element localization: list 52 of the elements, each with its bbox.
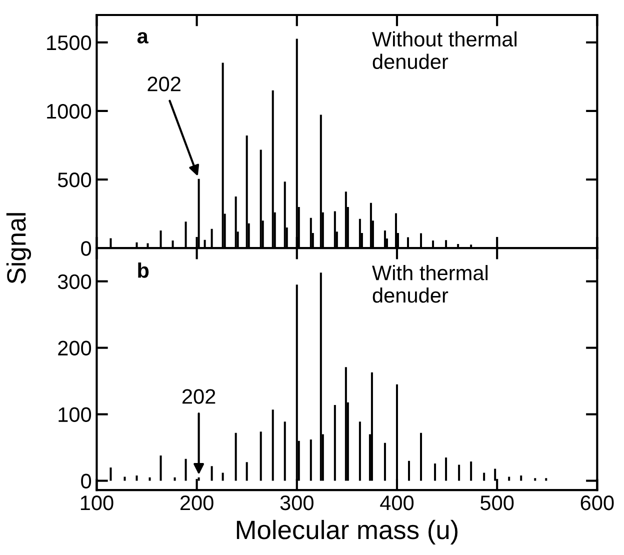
bar bbox=[260, 432, 262, 481]
bar bbox=[184, 458, 187, 481]
x-tick-label: 200 bbox=[180, 495, 214, 510]
bar bbox=[358, 422, 361, 481]
x-tick-label: 500 bbox=[480, 495, 514, 510]
y-tick-label: 1000 bbox=[47, 104, 92, 119]
bar bbox=[508, 476, 510, 481]
x-axis-title: Molecular mass (u) bbox=[236, 520, 458, 544]
annotation: 202 bbox=[148, 76, 180, 92]
bar bbox=[284, 422, 286, 481]
bar bbox=[370, 372, 373, 481]
bar bbox=[458, 464, 460, 481]
y-tick-label: 500 bbox=[58, 172, 92, 188]
annotation: 202 bbox=[182, 389, 216, 404]
bar bbox=[320, 272, 322, 481]
bar bbox=[210, 466, 213, 481]
y-tick-label: 300 bbox=[58, 274, 92, 290]
bar bbox=[483, 472, 486, 481]
annotation: b bbox=[138, 262, 149, 278]
annotation: With thermal denuder bbox=[372, 265, 488, 303]
bar bbox=[148, 477, 151, 481]
bar bbox=[272, 410, 274, 481]
y-tick-label: 0 bbox=[81, 474, 92, 489]
bar bbox=[408, 460, 410, 481]
bar bbox=[334, 404, 336, 481]
bar bbox=[344, 367, 347, 481]
bar bbox=[310, 440, 312, 481]
bar bbox=[160, 455, 162, 481]
y-tick-label: 1500 bbox=[47, 35, 92, 50]
y-tick-label: 100 bbox=[58, 407, 92, 422]
y-axis-title: Signal bbox=[6, 213, 32, 284]
annotation: a bbox=[137, 32, 148, 44]
bar bbox=[222, 472, 224, 481]
bar bbox=[420, 432, 422, 481]
bar bbox=[384, 442, 386, 481]
bar bbox=[234, 432, 237, 481]
bar bbox=[136, 475, 138, 481]
bar bbox=[520, 475, 522, 481]
bar bbox=[174, 477, 176, 481]
bar bbox=[434, 463, 436, 481]
bar bbox=[545, 478, 548, 481]
bar bbox=[124, 476, 126, 481]
bar bbox=[534, 478, 536, 481]
annotation: Without thermal denuder bbox=[372, 31, 516, 70]
bar bbox=[445, 457, 448, 481]
x-tick-label: 400 bbox=[380, 495, 414, 510]
y-tick-label: 0 bbox=[81, 241, 92, 256]
bar bbox=[470, 461, 472, 481]
y-tick-label: 200 bbox=[58, 340, 92, 356]
x-tick-label: 300 bbox=[280, 495, 314, 510]
bar bbox=[246, 462, 248, 481]
x-tick-label: 600 bbox=[580, 495, 614, 510]
